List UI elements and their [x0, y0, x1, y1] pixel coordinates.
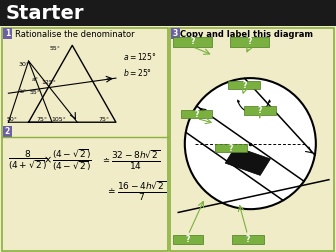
- Ellipse shape: [185, 78, 316, 209]
- Text: 55°: 55°: [30, 90, 41, 96]
- Text: 125°: 125°: [41, 80, 56, 85]
- Text: $\times$: $\times$: [43, 155, 51, 165]
- Bar: [2, 28, 168, 251]
- Bar: [244, 106, 276, 115]
- Bar: [228, 81, 260, 89]
- Bar: [3, 28, 12, 39]
- Text: 2: 2: [5, 127, 10, 136]
- Text: $\dfrac{(4-\sqrt{2})}{(4-\sqrt{2})}$: $\dfrac{(4-\sqrt{2})}{(4-\sqrt{2})}$: [52, 147, 92, 173]
- Bar: [225, 147, 270, 175]
- Text: 50°: 50°: [6, 117, 17, 122]
- Text: 75°: 75°: [37, 117, 47, 122]
- Bar: [230, 37, 269, 47]
- Text: 75°: 75°: [99, 117, 110, 122]
- Text: 55°: 55°: [49, 46, 60, 51]
- Text: Starter: Starter: [6, 4, 85, 23]
- Text: ?: ?: [190, 37, 195, 46]
- Text: ?: ?: [242, 81, 247, 89]
- Text: ?: ?: [194, 110, 199, 118]
- Text: ?: ?: [247, 37, 252, 46]
- Text: $\doteq\dfrac{16-4h\sqrt{2}}{7}$: $\doteq\dfrac{16-4h\sqrt{2}}{7}$: [106, 180, 167, 203]
- Bar: [170, 28, 334, 251]
- Text: ?: ?: [229, 144, 233, 152]
- Bar: [173, 235, 203, 244]
- Bar: [215, 144, 247, 152]
- Bar: [0, 0, 336, 26]
- Bar: [173, 37, 212, 47]
- Text: 3: 3: [173, 29, 178, 38]
- Text: 30°: 30°: [18, 61, 29, 67]
- Bar: [181, 110, 212, 118]
- Text: $a = 125°$: $a = 125°$: [123, 51, 156, 62]
- Bar: [171, 28, 180, 39]
- Text: Copy and label this diagram: Copy and label this diagram: [180, 29, 313, 39]
- Text: b°: b°: [19, 89, 27, 94]
- Bar: [3, 126, 12, 137]
- Text: $\doteq$: $\doteq$: [101, 155, 111, 165]
- Text: ?: ?: [186, 235, 191, 244]
- Text: Rationalise the denominator: Rationalise the denominator: [15, 29, 135, 39]
- Text: ?: ?: [246, 235, 250, 244]
- Text: $\dfrac{8}{(4+\sqrt{2})}$: $\dfrac{8}{(4+\sqrt{2})}$: [8, 148, 48, 172]
- Text: 1: 1: [5, 29, 10, 38]
- Bar: [232, 235, 264, 244]
- Text: a°: a°: [32, 77, 39, 82]
- Text: $\dfrac{32-8h\sqrt{2}}{14}$: $\dfrac{32-8h\sqrt{2}}{14}$: [111, 148, 161, 172]
- Text: $b = 25°$: $b = 25°$: [123, 67, 152, 78]
- Text: ?: ?: [257, 106, 262, 115]
- Text: 105°: 105°: [51, 117, 66, 122]
